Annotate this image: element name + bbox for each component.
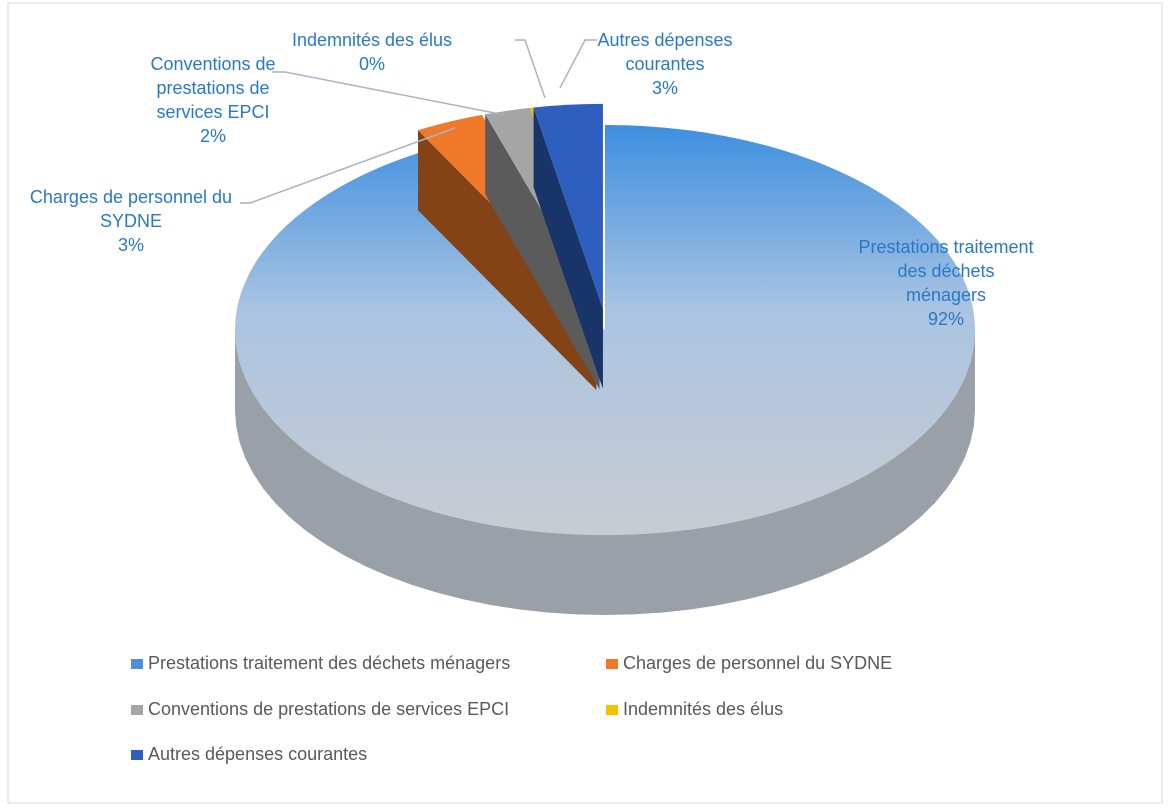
legend-label: Autres dépenses courantes [148,744,368,764]
data-label-value: 3% [651,78,678,98]
leader-lines [240,39,597,204]
slice-wall [418,130,597,390]
leader-line [559,39,597,89]
data-label-name: Autres dépenses courantes [597,30,733,74]
slice [234,125,976,535]
legend-item: Charges de personnel du SYDNE [606,653,892,674]
data-label-name: Prestations traitement des déchets ménag… [858,237,1034,305]
legend-item: Conventions de prestations de services E… [131,699,509,720]
legend-label: Charges de personnel du SYDNE [623,653,893,673]
legend-swatch [131,704,143,715]
slice [533,103,603,309]
slice-wall [533,107,603,389]
data-label-value: 2% [199,126,226,146]
data-label-name: Charges de personnel du SYDNE [29,187,233,231]
legend-label: Indemnités des élus [623,699,784,719]
data-label-name: Indemnités des élus [291,30,453,50]
slice-wall [485,114,600,390]
data-label: Charges de personnel du SYDNE 3% [16,185,246,257]
legend-item: Autres dépenses courantes [131,744,367,765]
data-label-value: 92% [927,309,965,329]
legend-item: Indemnités des élus [606,699,783,720]
legend-swatch [606,658,618,669]
data-label: Indemnités des élus 0% [272,28,472,76]
data-label: Conventions de prestations de services E… [133,52,293,148]
legend-swatch [131,658,143,669]
data-label-name: Conventions de prestations de services E… [150,54,276,122]
data-label: Prestations traitement des déchets ménag… [856,235,1036,331]
slice-side [235,330,975,615]
pie [234,103,976,615]
legend-item: Prestations traitement des déchets ménag… [131,653,510,674]
leader-line [240,127,456,204]
leader-line [272,71,506,116]
legend-swatch [131,749,143,760]
legend-label: Prestations traitement des déchets ménag… [148,653,511,673]
chart-border [7,2,1163,804]
data-label-value: 0% [358,54,385,74]
data-label: Autres dépenses courantes 3% [590,28,740,100]
data-label-value: 3% [117,235,144,255]
leader-line [515,39,546,99]
legend-swatch [606,704,618,715]
legend-label: Conventions de prestations de services E… [148,699,510,719]
